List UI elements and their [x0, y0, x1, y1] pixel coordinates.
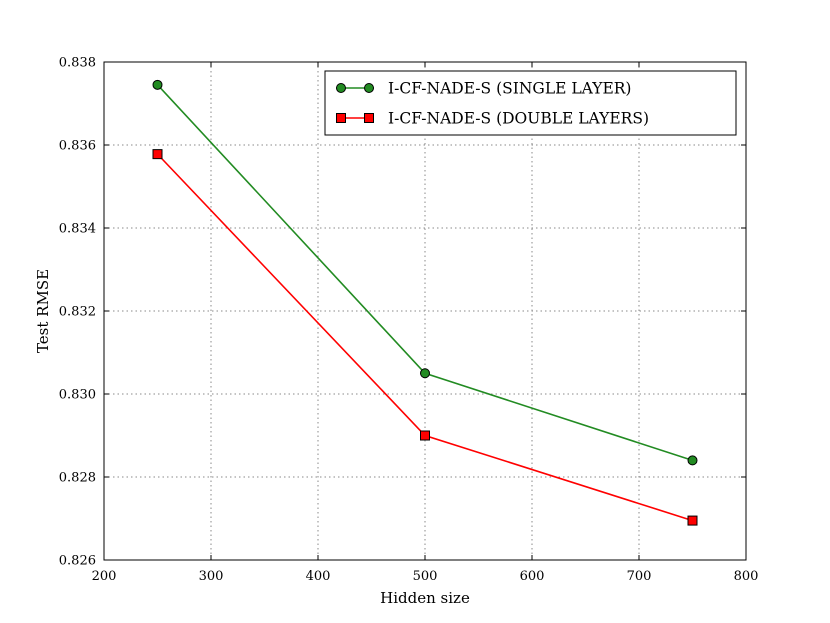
x-tick-label: 500: [413, 569, 438, 584]
x-axis-label: Hidden size: [380, 589, 470, 607]
data-point-double-layers: [687, 515, 698, 526]
y-tick-label: 0.836: [59, 139, 96, 154]
data-point-double-layers: [420, 430, 430, 441]
y-tick-label: 0.838: [59, 56, 96, 71]
y-tick-label: 0.826: [59, 554, 96, 569]
legend-entry-single-layer: I-CF-NADE-S (SINGLE LAYER): [336, 80, 631, 98]
y-axis-label: Test RMSE: [34, 269, 52, 353]
series-layer: [152, 79, 698, 526]
data-point-single-layer: [152, 79, 163, 90]
y-tick-label: 0.828: [59, 471, 96, 486]
x-tick-label: 600: [520, 569, 545, 584]
legend-label: I-CF-NADE-S (DOUBLE LAYERS): [388, 110, 649, 128]
series-single-layer: [152, 79, 698, 466]
legend: I-CF-NADE-S (SINGLE LAYER) I-CF-NADE-S (D…: [324, 70, 737, 136]
x-tick-label: 400: [306, 569, 331, 584]
ticks: 200 300 400 500 600 700 800 0.826 0.828 0.830 0.83…: [59, 56, 759, 585]
data-point-single-layer: [420, 368, 430, 379]
x-tick-label: 700: [627, 569, 652, 584]
legend-box: [324, 70, 737, 136]
x-tick-label: 800: [734, 569, 759, 584]
data-point-single-layer: [687, 455, 698, 466]
y-tick-label: 0.834: [59, 222, 96, 237]
legend-marker: [364, 83, 374, 93]
legend-label: I-CF-NADE-S (SINGLE LAYER): [388, 80, 631, 98]
x-tick-label: 200: [92, 569, 117, 584]
y-tick-label: 0.832: [59, 305, 96, 320]
data-point-double-layers: [152, 149, 163, 160]
series-double-layers: [152, 149, 698, 526]
legend-marker: [336, 83, 346, 93]
legend-marker: [364, 113, 374, 123]
grid: [104, 62, 746, 560]
x-tick-label: 300: [199, 569, 224, 584]
y-tick-label: 0.830: [59, 388, 96, 403]
legend-entry-double-layers: I-CF-NADE-S (DOUBLE LAYERS): [336, 110, 649, 128]
legend-marker: [336, 113, 346, 123]
